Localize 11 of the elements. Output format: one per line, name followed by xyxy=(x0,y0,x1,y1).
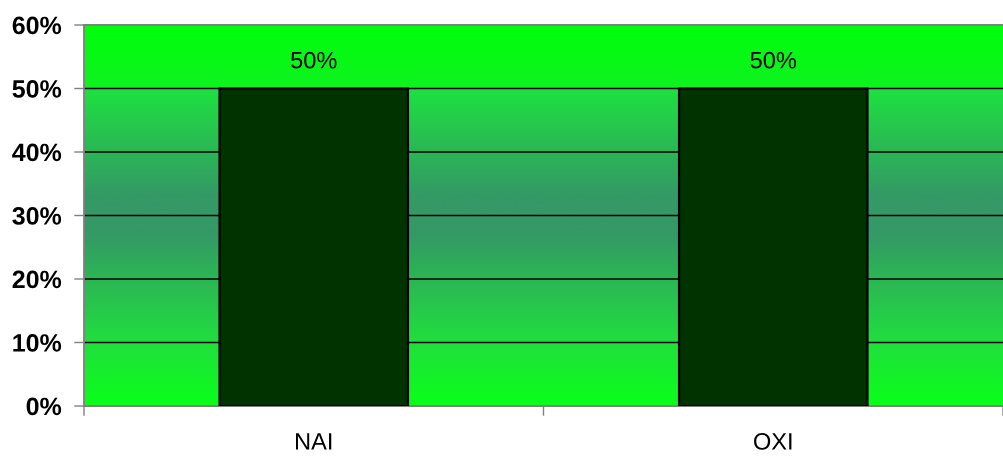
x-tick-label: ΝΑΙ xyxy=(296,433,332,450)
data-label: 50% xyxy=(750,51,797,69)
data-label: 50% xyxy=(291,51,337,69)
y-tick-label: 40% xyxy=(12,143,62,162)
y-tick-label: 10% xyxy=(13,334,62,352)
x-tick-label: ΟΧΙ xyxy=(754,433,792,450)
y-tick-label: 50% xyxy=(12,80,62,98)
y-tick-label: 60% xyxy=(12,16,62,35)
y-tick-label: 20% xyxy=(12,270,62,289)
y-tick-label: 30% xyxy=(12,207,62,225)
y-tick-label: 0% xyxy=(26,397,62,416)
